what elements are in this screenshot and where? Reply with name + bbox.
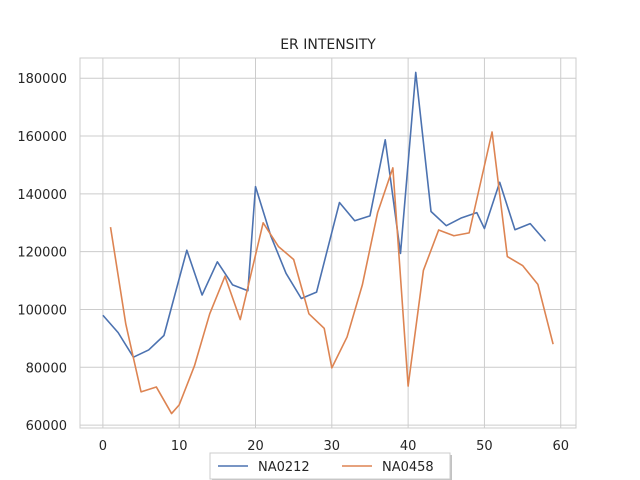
x-tick-label: 30 [324,439,341,454]
x-tick-label: 50 [476,439,493,454]
x-axis-ticks: 0 10 20 30 40 50 60 [99,439,569,454]
y-tick-label: 160000 [17,130,67,145]
y-tick-label: 180000 [17,72,67,87]
legend-label-na0458: NA0458 [382,460,434,475]
y-tick-label: 120000 [17,246,67,261]
chart-title: ER INTENSITY [280,37,376,53]
x-tick-label: 20 [247,439,264,454]
legend: NA0212 NA0458 [209,452,452,480]
y-axis-ticks: 60000 80000 100000 120000 140000 160000 180000 [17,72,67,434]
series-line-na0212 [102,71,547,358]
x-tick-label: 60 [552,439,569,454]
x-tick-label: 0 [99,439,107,454]
y-tick-label: 80000 [26,361,67,376]
series-lines [102,71,554,415]
legend-box [209,452,451,480]
y-tick-label: 60000 [26,419,67,434]
series-line-na0458 [109,131,554,415]
x-tick-label: 10 [171,439,188,454]
y-tick-label: 140000 [17,188,67,203]
x-tick-label: 40 [400,439,417,454]
plot-area [79,57,577,429]
legend-label-na0212: NA0212 [258,460,310,475]
y-tick-label: 100000 [17,303,67,318]
